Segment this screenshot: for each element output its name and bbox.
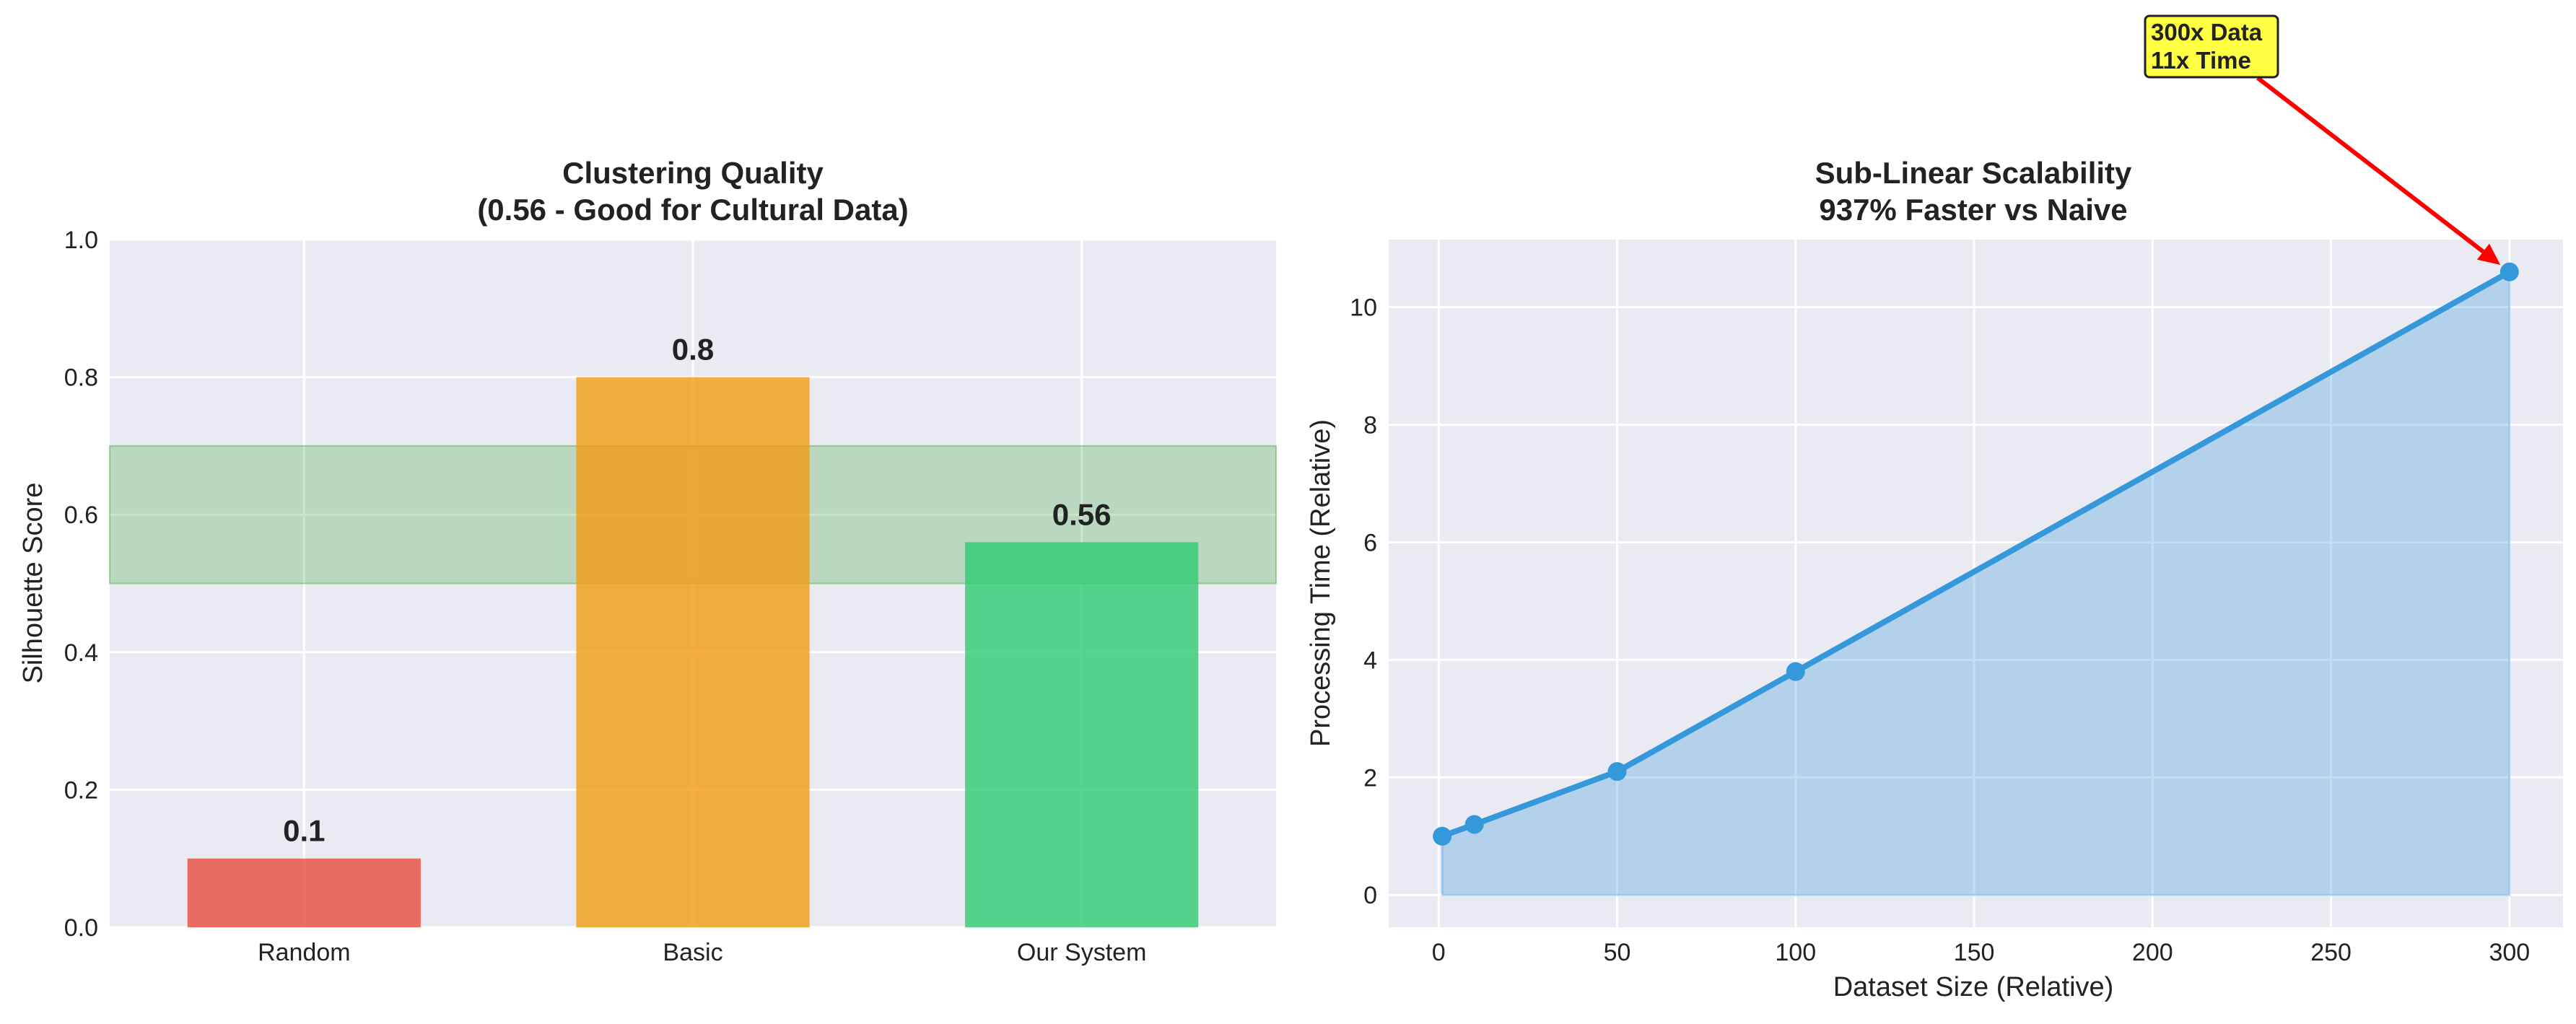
- bar-y-ticks: 0.0 0.2 0.4 0.6 0.8 1.0: [64, 227, 98, 942]
- line-chart-subtitle: 937% Faster vs Naive: [1819, 193, 2127, 227]
- annotation: 300x Data 11x Time: [2144, 14, 2501, 266]
- line-y-tick-label: 10: [1350, 294, 1377, 322]
- bar-x-tick-label: Basic: [663, 939, 722, 966]
- line-x-tick-label: 250: [2310, 939, 2352, 966]
- bar-value-label: 0.1: [283, 814, 325, 848]
- annotation-box: [2144, 14, 2279, 79]
- bar-chart: 0.1 0.8 0.56 0.0 0.2 0.4 0.6 0.8 1.0 Random Basi…: [18, 156, 1277, 966]
- bar-y-tick-label: 0.6: [64, 502, 98, 529]
- bar: [576, 377, 810, 927]
- line-x-tick-label: 0: [1432, 939, 1446, 966]
- bar-value-label: 0.8: [672, 333, 714, 367]
- annotation-arrow: [2256, 76, 2485, 254]
- bar-x-tick-label: Random: [258, 939, 351, 966]
- line-y-axis-label: Processing Time (Relative): [1306, 419, 1336, 747]
- bar-y-tick-label: 0.4: [64, 639, 98, 667]
- line-y-ticks: 0 2 4 6 8 10: [1350, 294, 1377, 910]
- line-y-tick-label: 0: [1363, 882, 1377, 909]
- bar-series: [187, 377, 1199, 927]
- line-chart-title: Sub-Linear Scalability: [1815, 156, 2132, 190]
- bar-y-axis-label: Silhouette Score: [18, 483, 48, 684]
- bar-chart-title: Clustering Quality: [562, 156, 824, 190]
- bar-y-tick-label: 0.0: [64, 914, 98, 942]
- line-x-tick-label: 100: [1775, 939, 1816, 966]
- bar: [965, 542, 1199, 927]
- bar-value-label: 0.56: [1052, 497, 1112, 531]
- line-y-tick-label: 4: [1363, 647, 1377, 674]
- bar-x-tick-label: Our System: [1017, 939, 1146, 966]
- line-y-tick-label: 2: [1363, 764, 1377, 792]
- bar-chart-subtitle: (0.56 - Good for Cultural Data): [477, 193, 908, 227]
- line-point: [1433, 826, 1452, 846]
- line-x-axis-label: Dataset Size (Relative): [1833, 972, 2114, 1002]
- bar-x-ticks: Random Basic Our System: [258, 939, 1146, 966]
- line-x-tick-label: 50: [1604, 939, 1631, 966]
- line-chart: 0 2 4 6 8 10 0 50 100 150 200 250 300 Sub-Linear Sc…: [1306, 14, 2563, 1002]
- annotation-arrowhead: [2476, 243, 2501, 266]
- line-point: [1786, 662, 1805, 681]
- line-y-tick-label: 8: [1363, 412, 1377, 439]
- annotation-line-1: 300x Data: [2151, 19, 2263, 45]
- bar: [187, 858, 421, 927]
- line-markers: [1433, 262, 2519, 846]
- line-x-tick-label: 200: [2132, 939, 2173, 966]
- line-grid: [1389, 240, 2563, 927]
- bar-y-tick-label: 0.2: [64, 776, 98, 804]
- line-point: [1607, 762, 1627, 782]
- bar-y-tick-label: 1.0: [64, 227, 98, 254]
- annotation-line-2: 11x Time: [2151, 47, 2251, 74]
- line-point: [1464, 815, 1484, 834]
- line-x-tick-label: 300: [2489, 939, 2530, 966]
- line-x-tick-label: 150: [1954, 939, 1995, 966]
- line-x-ticks: 0 50 100 150 200 250 300: [1432, 939, 2530, 966]
- line-point: [2499, 262, 2519, 281]
- bar-y-tick-label: 0.8: [64, 364, 98, 392]
- bar-value-labels: 0.1 0.8 0.56: [283, 333, 1111, 848]
- line-y-tick-label: 6: [1363, 529, 1377, 556]
